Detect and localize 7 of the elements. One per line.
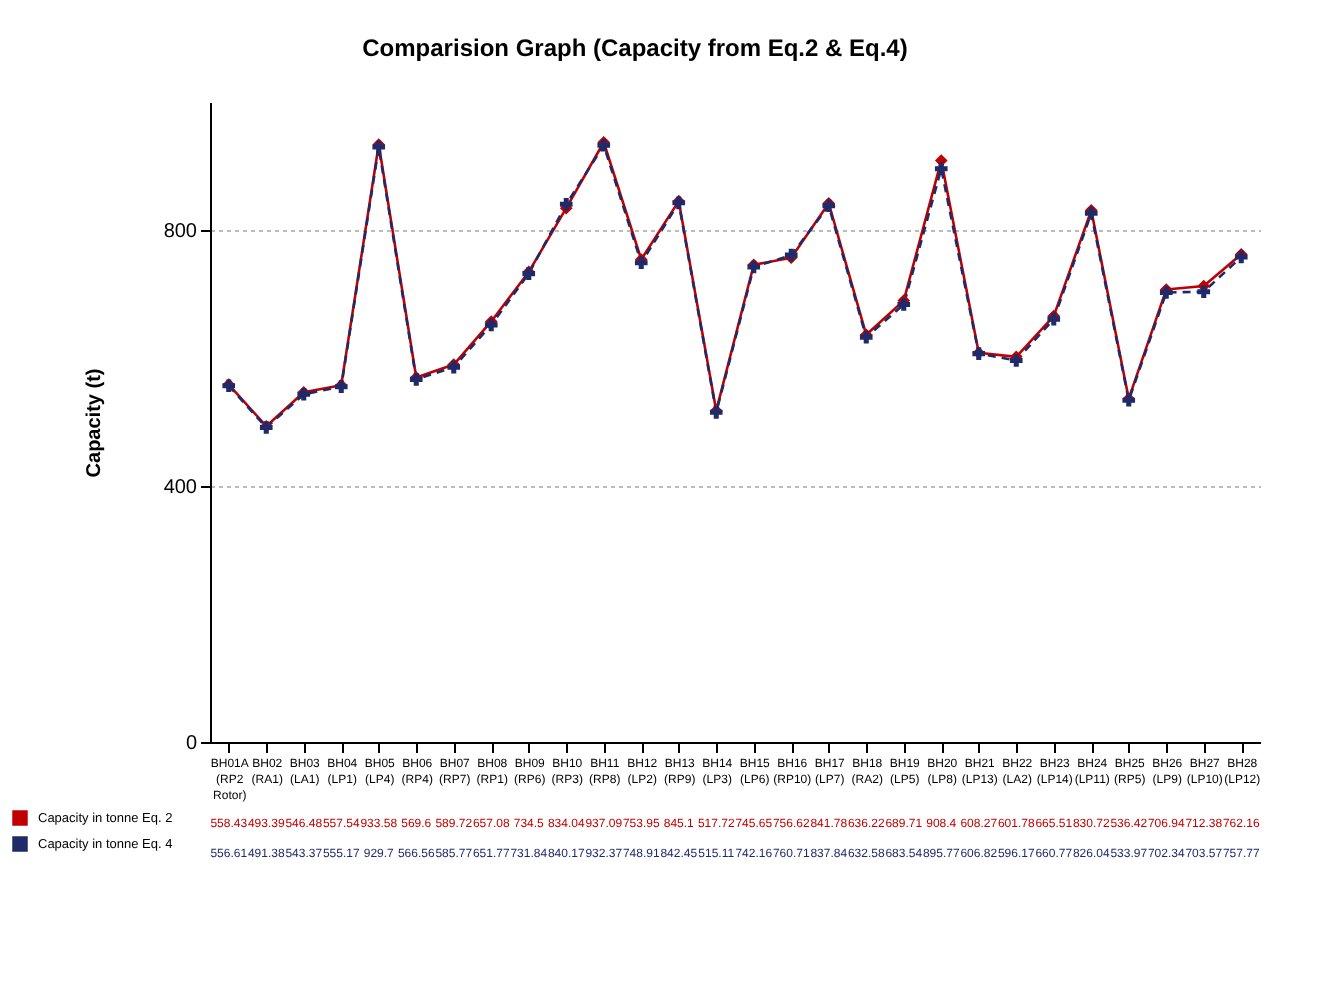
- y-tick-label: 0: [185, 733, 198, 755]
- y-axis-title: Capacity (t): [83, 368, 106, 478]
- y-tick-label: 400: [163, 477, 198, 499]
- y-tick-label: 800: [163, 221, 198, 243]
- point: [934, 162, 948, 176]
- chart-title: Comparision Graph (Capacity from Eq.2 & Eq.4): [362, 34, 908, 62]
- point: [1197, 285, 1211, 299]
